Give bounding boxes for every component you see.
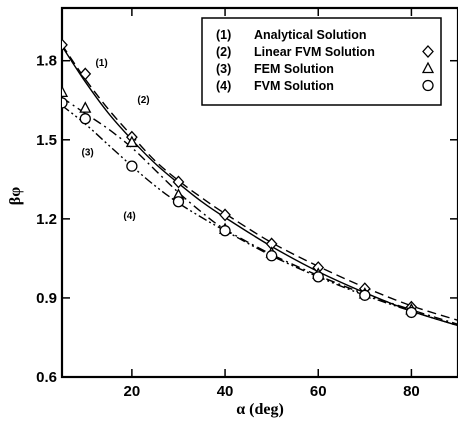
circle-marker bbox=[126, 160, 138, 172]
y-tick-label: 0.9 bbox=[36, 290, 57, 307]
triangle-marker bbox=[62, 85, 69, 97]
legend-circle-marker bbox=[422, 79, 434, 92]
legend-entry: Linear FVM Solution bbox=[254, 45, 375, 59]
legend-entry: FVM Solution bbox=[254, 79, 334, 93]
x-tick-label: 40 bbox=[217, 383, 234, 400]
circle-marker bbox=[79, 113, 91, 125]
series-markers bbox=[62, 38, 418, 319]
y-tick-label: 0.6 bbox=[36, 369, 57, 386]
series-line-3 bbox=[62, 97, 458, 325]
legend-number: (4) bbox=[216, 79, 231, 93]
curve-labels: (1) (2) (3) (4) bbox=[82, 58, 150, 222]
circle-marker bbox=[219, 225, 231, 237]
diamond-marker bbox=[172, 175, 185, 189]
x-tick-label: 60 bbox=[310, 383, 327, 400]
legend-box bbox=[201, 17, 442, 106]
circle-marker bbox=[312, 271, 324, 283]
x-tick-label: 20 bbox=[124, 383, 141, 400]
circle-marker bbox=[62, 97, 68, 109]
y-axis-label: βφ bbox=[7, 187, 24, 205]
curve-label: (1) bbox=[95, 58, 107, 69]
legend-triangle-marker bbox=[421, 61, 435, 74]
series-line-4 bbox=[62, 104, 458, 327]
x-tick-label: 80 bbox=[403, 383, 420, 400]
y-tick-label: 1.5 bbox=[36, 132, 57, 149]
legend-number: (2) bbox=[216, 45, 231, 59]
legend-entry: Analytical Solution bbox=[254, 28, 367, 42]
circle-marker bbox=[265, 250, 278, 262]
diamond-marker bbox=[219, 208, 231, 222]
y-tick-label: 1.8 bbox=[36, 53, 57, 70]
legend-entry: FEM Solution bbox=[254, 62, 334, 76]
triangle-marker bbox=[125, 135, 138, 148]
plot-frame bbox=[60, 6, 458, 379]
curve-label: (3) bbox=[82, 148, 94, 159]
diamond-marker bbox=[79, 67, 92, 81]
legend: (1) Analytical Solution (2) Linear FVM Solu… bbox=[201, 17, 442, 106]
x-axis-label: α (deg) bbox=[236, 401, 284, 418]
y-tick-label: 1.2 bbox=[36, 211, 57, 228]
circle-marker bbox=[359, 289, 371, 301]
circle-marker bbox=[405, 306, 418, 319]
curve-label: (2) bbox=[137, 95, 149, 106]
diamond-marker bbox=[62, 38, 68, 52]
axis-ticks: 20 40 60 80 0.6 0.9 1.2 1.5 1.8 bbox=[36, 8, 458, 400]
circle-marker bbox=[172, 196, 185, 208]
triangle-marker bbox=[79, 101, 92, 113]
legend-number: (1) bbox=[216, 28, 231, 42]
legend-diamond-marker bbox=[422, 45, 434, 58]
curve-label: (4) bbox=[123, 211, 135, 222]
legend-number: (3) bbox=[216, 62, 231, 76]
